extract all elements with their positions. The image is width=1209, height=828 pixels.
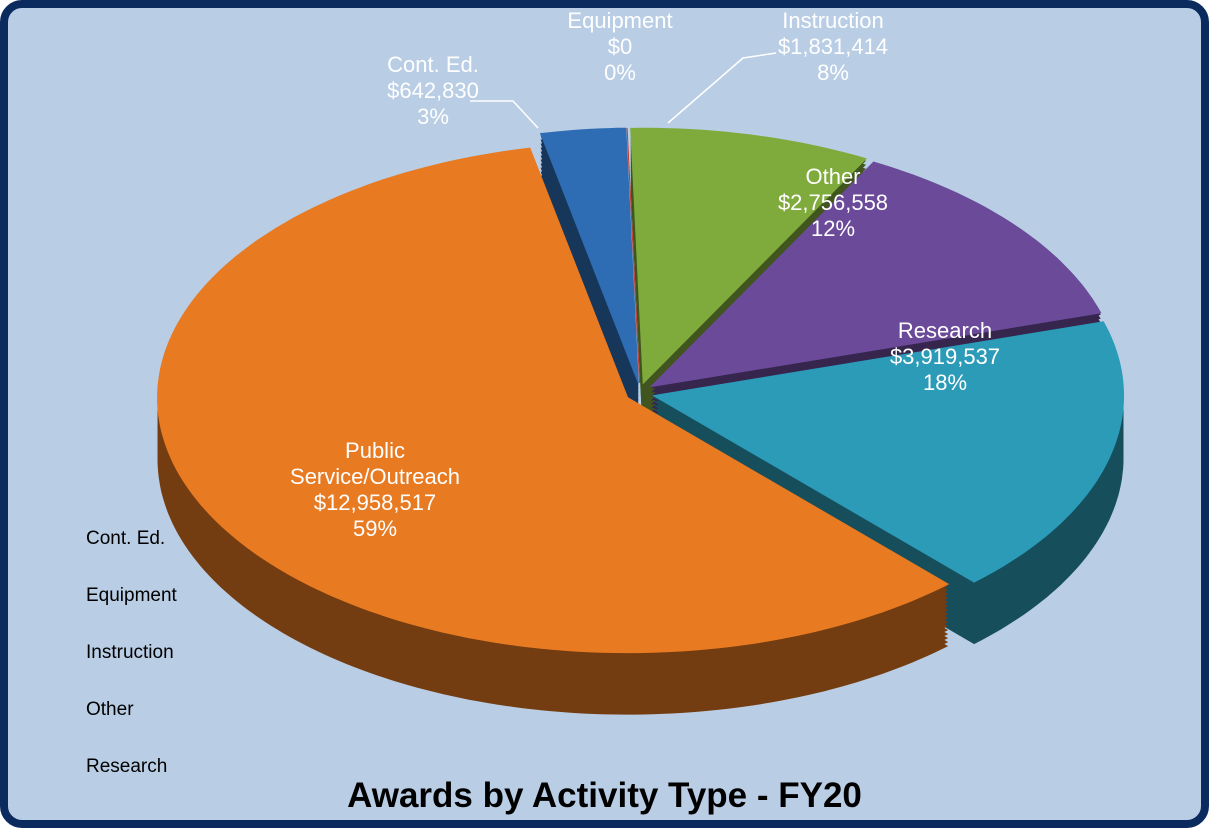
label-name: Research xyxy=(897,318,993,343)
label-name: Instruction xyxy=(782,8,884,33)
slice xyxy=(652,321,1124,583)
label-percent: 18% xyxy=(922,370,968,395)
label-value: $642,830 xyxy=(387,78,479,103)
leader-line xyxy=(470,100,539,129)
legend-label: Instruction xyxy=(86,642,174,663)
data-label: Public Service/Outreach $12,958,517 59% xyxy=(280,438,470,542)
legend-entry: Other xyxy=(86,699,134,721)
data-label: Instruction $1,831,414 8% xyxy=(738,8,928,86)
legend-label: Research xyxy=(86,756,168,777)
label-name: Equipment xyxy=(567,8,673,33)
slice xyxy=(649,161,1102,388)
label-value: $1,831,414 xyxy=(777,34,889,59)
label-value: $0 xyxy=(607,34,633,59)
label-percent: 59% xyxy=(352,516,398,541)
label-percent: 3% xyxy=(417,104,449,129)
slice xyxy=(539,127,639,384)
label-value: $3,919,537 xyxy=(889,344,1001,369)
legend-entry: Equipment xyxy=(86,585,177,607)
label-percent: 8% xyxy=(817,60,849,85)
data-label: Cont. Ed. $642,830 3% xyxy=(338,52,528,130)
label-name: Other xyxy=(805,164,861,189)
slice xyxy=(626,128,641,384)
leader-line xyxy=(667,52,777,124)
slice xyxy=(630,127,867,385)
pie-area xyxy=(157,52,1124,715)
label-name: Cont. Ed. xyxy=(387,52,479,77)
chart-title: Awards by Activity Type - FY20 xyxy=(347,776,862,815)
label-percent: 0% xyxy=(604,60,636,85)
data-label: Other $2,756,558 12% xyxy=(738,164,928,242)
legend-entry: Research xyxy=(86,756,167,778)
data-label: Equipment $0 0% xyxy=(525,8,715,86)
label-percent: 12% xyxy=(810,216,856,241)
legend-label: Equipment xyxy=(86,585,177,606)
label-value: $12,958,517 xyxy=(313,490,437,515)
legend-label: Other xyxy=(86,699,134,720)
legend-entry: Cont. Ed. xyxy=(86,528,165,550)
slice xyxy=(157,147,950,654)
label-name: Public Service/Outreach xyxy=(290,438,460,489)
legend-entry: Instruction xyxy=(86,642,174,664)
data-label: Research $3,919,537 18% xyxy=(850,318,1040,396)
legend-label: Cont. Ed. xyxy=(86,528,166,549)
label-value: $2,756,558 xyxy=(777,190,889,215)
